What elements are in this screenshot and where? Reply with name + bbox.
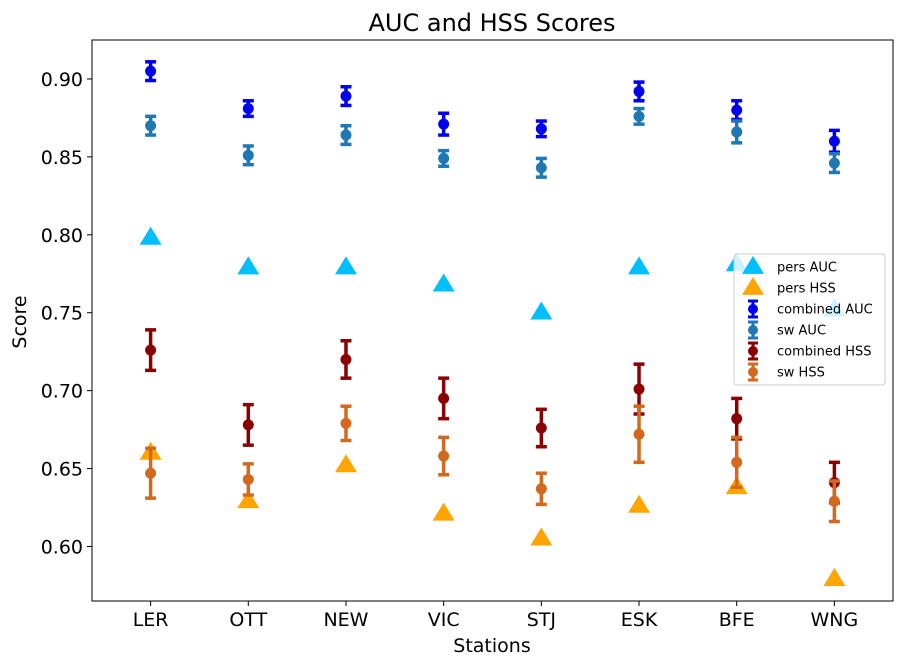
legend-marker — [748, 346, 758, 356]
data-point — [633, 85, 645, 97]
chart-title: AUC and HSS Scores — [368, 9, 615, 37]
legend-marker — [748, 367, 758, 377]
data-point — [340, 353, 352, 365]
data-point — [242, 149, 254, 161]
legend-marker — [748, 325, 758, 335]
y-axis: 0.60 0.65 0.70 0.75 0.80 0.85 0.90 — [41, 69, 92, 558]
data-point — [828, 157, 840, 169]
legend-entry: pers HSS — [742, 276, 836, 297]
legend-entry: combined HSS — [748, 341, 872, 361]
data-point — [535, 123, 547, 135]
y-tick-label: 0.85 — [41, 147, 83, 169]
legend-label: combined HSS — [777, 345, 872, 360]
y-tick-label: 0.75 — [41, 303, 83, 325]
data-point — [823, 568, 846, 587]
data-point — [535, 162, 547, 174]
x-tick-label: VIC — [428, 609, 460, 631]
data-point — [535, 483, 547, 495]
data-point — [828, 495, 840, 507]
data-point — [731, 413, 743, 425]
data-point — [731, 456, 743, 468]
data-point — [242, 103, 254, 115]
data-point — [340, 90, 352, 102]
y-tick-label: 0.90 — [41, 69, 83, 91]
data-point — [633, 383, 645, 395]
data-point — [432, 502, 455, 521]
legend-entry: combined AUC — [748, 299, 873, 319]
data-point — [731, 104, 743, 116]
legend-entry: pers AUC — [742, 255, 837, 276]
data-point — [438, 450, 450, 462]
data-point — [340, 129, 352, 141]
data-point — [628, 494, 651, 513]
legend-label: combined AUC — [777, 303, 873, 318]
legend: pers AUC pers HSS combined AUC sw AUC combin… — [733, 253, 886, 386]
data-point — [438, 152, 450, 164]
data-point — [633, 428, 645, 440]
data-point — [237, 256, 260, 275]
plot-frame — [91, 39, 894, 602]
x-axis: LER OTT NEW VIC STJ ESK BFE WNG — [133, 601, 859, 631]
legend-entry: sw AUC — [748, 320, 826, 340]
data-point — [334, 454, 357, 473]
legend-label: sw HSS — [777, 366, 825, 381]
data-point — [530, 301, 553, 320]
data-point — [139, 226, 162, 245]
data-point — [438, 118, 450, 130]
series-sw-AUC — [145, 106, 840, 179]
legend-marker — [748, 304, 758, 314]
series-sw-HSS — [145, 404, 840, 524]
x-axis-label: Stations — [453, 635, 530, 657]
legend-label: pers AUC — [777, 261, 837, 276]
legend-marker — [742, 276, 764, 295]
data-point — [530, 527, 553, 546]
data-point — [334, 256, 357, 275]
data-point — [145, 467, 157, 479]
data-point — [242, 419, 254, 431]
data-point — [145, 65, 157, 77]
data-point — [340, 417, 352, 429]
x-tick-label: BFE — [719, 609, 755, 631]
data-point — [828, 135, 840, 147]
data-point — [438, 392, 450, 404]
data-point — [535, 422, 547, 434]
data-point — [731, 126, 743, 138]
y-tick-label: 0.65 — [41, 459, 83, 481]
legend-marker — [742, 255, 764, 274]
x-tick-label: OTT — [229, 609, 267, 631]
y-tick-label: 0.60 — [41, 536, 83, 558]
y-tick-label: 0.70 — [41, 381, 83, 403]
data-point — [242, 473, 254, 485]
data-point — [145, 120, 157, 132]
x-tick-label: LER — [133, 609, 169, 631]
data-point — [633, 110, 645, 122]
y-axis-label: Score — [9, 295, 31, 348]
data-point — [628, 256, 651, 275]
legend-label: sw AUC — [777, 324, 826, 339]
legend-entry: sw HSS — [748, 362, 825, 382]
data-point — [432, 273, 455, 292]
x-tick-label: STJ — [527, 609, 556, 631]
legend-label: pers HSS — [777, 282, 836, 297]
legend-box — [733, 253, 886, 386]
x-tick-label: WNG — [811, 609, 859, 631]
y-tick-label: 0.80 — [41, 225, 83, 247]
x-tick-label: NEW — [323, 609, 368, 631]
x-tick-label: ESK — [621, 609, 658, 631]
data-point — [145, 344, 157, 356]
data-point — [237, 490, 260, 509]
